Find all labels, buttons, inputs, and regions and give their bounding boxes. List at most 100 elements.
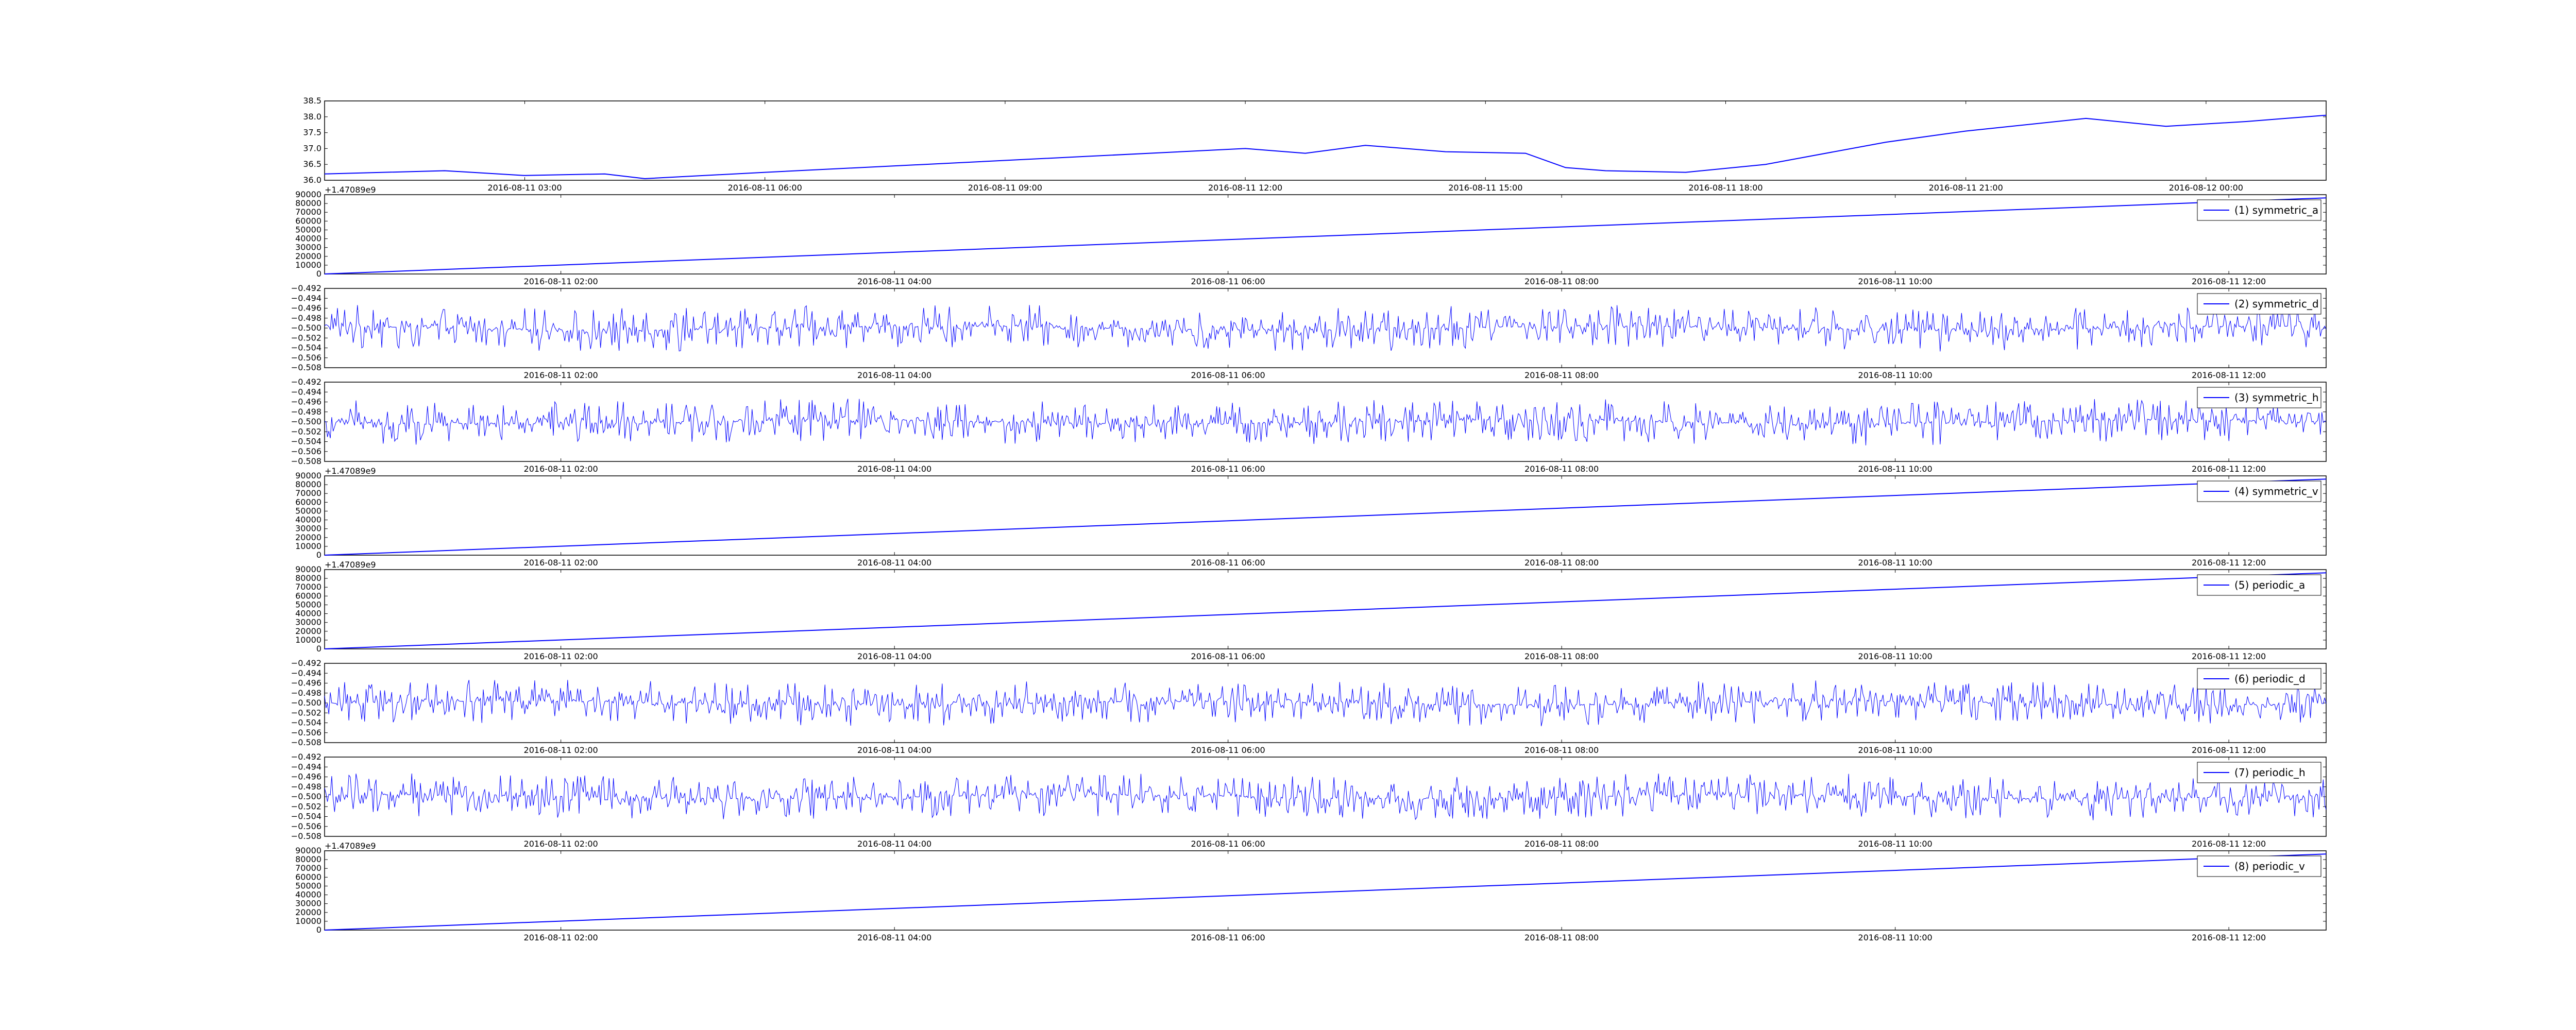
x-tick-label: 2016-08-11 12:00 xyxy=(2192,464,2266,474)
series-line xyxy=(324,773,2327,820)
panel-8: −0.508−0.506−0.504−0.502−0.500−0.498−0.4… xyxy=(291,752,2327,849)
y-tick-label: 60000 xyxy=(295,216,321,226)
y-tick-label: −0.506 xyxy=(291,447,321,456)
y-tick-label: −0.494 xyxy=(291,762,321,771)
x-tick-label: 2016-08-11 02:00 xyxy=(524,277,598,286)
y-tick-label: −0.506 xyxy=(291,821,321,831)
x-tick-label: 2016-08-11 10:00 xyxy=(1858,933,1933,942)
axes-frame xyxy=(324,663,2327,743)
x-tick-label: 2016-08-11 10:00 xyxy=(1858,464,1933,474)
y-tick-label: −0.494 xyxy=(291,293,321,303)
y-tick-label: 20000 xyxy=(295,251,321,261)
panel-9: 0100002000030000400005000060000700008000… xyxy=(295,841,2327,942)
x-tick-label: 2016-08-11 04:00 xyxy=(857,651,931,661)
x-tick-label: 2016-08-11 06:00 xyxy=(1191,370,1265,380)
x-tick-label: 2016-08-11 10:00 xyxy=(1858,277,1933,286)
y-tick-label: 40000 xyxy=(295,234,321,244)
y-tick-label: 80000 xyxy=(295,854,321,864)
x-tick-label: 2016-08-11 06:00 xyxy=(1191,651,1265,661)
y-tick-label: −0.502 xyxy=(291,801,321,811)
panel-7: −0.508−0.506−0.504−0.502−0.500−0.498−0.4… xyxy=(291,658,2327,755)
y-tick-label: 80000 xyxy=(295,198,321,208)
y-tick-label: 10000 xyxy=(295,541,321,551)
x-tick-label: 2016-08-11 08:00 xyxy=(1524,933,1599,942)
panel-2: 0100002000030000400005000060000700008000… xyxy=(295,185,2327,286)
x-tick-label: 2016-08-11 02:00 xyxy=(524,370,598,380)
y-tick-label: 37.0 xyxy=(303,143,321,153)
x-tick-label: 2016-08-11 18:00 xyxy=(1688,183,1762,193)
y-tick-label: 10000 xyxy=(295,260,321,270)
y-tick-label: 36.0 xyxy=(303,175,321,185)
y-tick-label: 70000 xyxy=(295,488,321,498)
y-tick-label: 50000 xyxy=(295,599,321,609)
y-tick-label: 50000 xyxy=(295,225,321,234)
axes-frame xyxy=(324,100,2327,181)
y-tick-label: 20000 xyxy=(295,907,321,917)
y-tick-label: −0.492 xyxy=(291,283,321,293)
y-tick-label: −0.500 xyxy=(291,417,321,426)
y-tick-label: −0.496 xyxy=(291,303,321,313)
y-tick-label: 30000 xyxy=(295,243,321,252)
y-tick-label: 40000 xyxy=(295,890,321,900)
y-tick-label: −0.496 xyxy=(291,397,321,407)
y-tick-label: 90000 xyxy=(295,564,321,574)
y-tick-label: −0.500 xyxy=(291,792,321,801)
axes-frame xyxy=(324,194,2327,274)
legend-label: (7) periodic_h xyxy=(2234,766,2306,779)
y-tick-label: −0.500 xyxy=(291,698,321,708)
y-offset-label: +1.47089e9 xyxy=(325,560,376,570)
y-tick-label: 0 xyxy=(316,925,321,935)
y-tick-label: 36.5 xyxy=(303,159,321,169)
panel-3: −0.508−0.506−0.504−0.502−0.500−0.498−0.4… xyxy=(291,283,2327,380)
y-tick-label: 70000 xyxy=(295,863,321,873)
x-tick-label: 2016-08-11 06:00 xyxy=(728,183,802,193)
x-tick-label: 2016-08-11 12:00 xyxy=(2192,651,2266,661)
series-line xyxy=(324,572,2327,649)
x-tick-label: 2016-08-11 04:00 xyxy=(857,558,931,568)
y-offset-label: +1.47089e9 xyxy=(325,185,376,195)
x-tick-label: 2016-08-11 12:00 xyxy=(2192,558,2266,568)
x-tick-label: 2016-08-11 04:00 xyxy=(857,745,931,755)
y-tick-label: −0.502 xyxy=(291,426,321,436)
x-tick-label: 2016-08-11 10:00 xyxy=(1858,370,1933,380)
y-tick-label: −0.492 xyxy=(291,752,321,762)
x-tick-label: 2016-08-11 04:00 xyxy=(857,370,931,380)
x-tick-label: 2016-08-11 08:00 xyxy=(1524,277,1599,286)
x-tick-label: 2016-08-11 10:00 xyxy=(1858,651,1933,661)
y-tick-label: 70000 xyxy=(295,582,321,592)
x-tick-label: 2016-08-11 04:00 xyxy=(857,933,931,942)
series-line xyxy=(324,478,2327,556)
y-tick-label: 90000 xyxy=(295,846,321,855)
y-tick-label: −0.502 xyxy=(291,333,321,342)
x-tick-label: 2016-08-11 08:00 xyxy=(1524,370,1599,380)
y-tick-label: 0 xyxy=(316,550,321,560)
y-tick-label: 10000 xyxy=(295,916,321,926)
y-tick-label: −0.492 xyxy=(291,658,321,668)
y-tick-label: 60000 xyxy=(295,591,321,600)
x-tick-label: 2016-08-11 10:00 xyxy=(1858,745,1933,755)
y-tick-label: 0 xyxy=(316,644,321,654)
axes-frame xyxy=(324,475,2327,556)
y-tick-label: −0.504 xyxy=(291,343,321,353)
legend-label: (1) symmetric_a xyxy=(2234,204,2318,216)
x-tick-label: 2016-08-11 02:00 xyxy=(524,464,598,474)
axes-frame xyxy=(324,850,2327,931)
series-line xyxy=(324,114,2327,179)
x-tick-label: 2016-08-11 08:00 xyxy=(1524,651,1599,661)
y-tick-label: −0.508 xyxy=(291,737,321,747)
legend-label: (6) periodic_d xyxy=(2234,673,2306,685)
y-tick-label: 30000 xyxy=(295,524,321,534)
y-tick-label: −0.504 xyxy=(291,718,321,728)
y-tick-label: 30000 xyxy=(295,899,321,908)
panel-4: −0.508−0.506−0.504−0.502−0.500−0.498−0.4… xyxy=(291,377,2327,474)
x-tick-label: 2016-08-11 08:00 xyxy=(1524,839,1599,849)
y-tick-label: 60000 xyxy=(295,872,321,882)
y-tick-label: −0.496 xyxy=(291,772,321,782)
x-tick-label: 2016-08-11 02:00 xyxy=(524,839,598,849)
x-tick-label: 2016-08-11 15:00 xyxy=(1448,183,1522,193)
y-tick-label: 38.0 xyxy=(303,112,321,122)
y-tick-label: 70000 xyxy=(295,207,321,217)
y-tick-label: 0 xyxy=(316,269,321,279)
y-tick-label: −0.494 xyxy=(291,668,321,678)
